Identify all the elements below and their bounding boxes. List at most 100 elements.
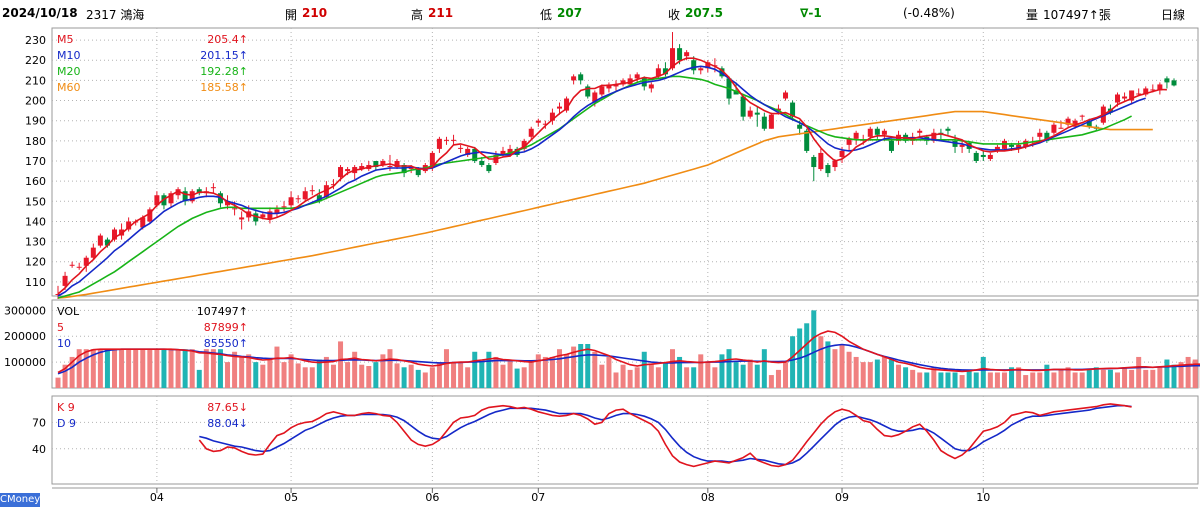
month-label: 06 <box>425 491 439 504</box>
legend-label: M10 <box>57 49 81 62</box>
volume-bar <box>783 362 789 388</box>
volume-bar <box>274 346 280 388</box>
volume-bar <box>825 341 831 388</box>
volume-bar <box>542 356 548 388</box>
candle-body <box>76 266 82 268</box>
volume-bar <box>641 351 647 388</box>
candle-body <box>415 169 421 176</box>
volume-bar <box>571 346 577 388</box>
volume-bar <box>1051 372 1057 388</box>
candle-body <box>783 92 789 99</box>
candle-body <box>818 152 824 170</box>
volume-bar <box>387 349 393 388</box>
volume-bar <box>1129 369 1135 388</box>
candle-body <box>225 201 231 206</box>
volume-bar <box>203 349 209 388</box>
volume-bar <box>910 369 916 388</box>
candle-body <box>599 86 605 95</box>
candle-body <box>592 92 598 103</box>
candle-body <box>1044 132 1050 141</box>
candle-body <box>832 160 838 168</box>
volume-bar <box>528 362 534 388</box>
candle-body <box>549 112 555 121</box>
volume-bar <box>980 356 986 388</box>
month-label: 07 <box>531 491 545 504</box>
volume-bar <box>556 349 562 388</box>
candle-body <box>451 139 457 141</box>
volume-bar <box>232 351 238 388</box>
candle-body <box>267 211 273 220</box>
candle-body <box>330 184 336 186</box>
volume-bar <box>994 372 1000 388</box>
price-tick-label: 150 <box>25 195 46 208</box>
volume-bar <box>1030 372 1036 388</box>
legend-value: 185.58↑ <box>200 81 248 94</box>
volume-bar <box>655 367 661 388</box>
volume-bar <box>853 356 859 388</box>
volume-bar <box>1001 372 1007 388</box>
volume-bar <box>846 351 852 388</box>
stock-name: 2317 鴻海 <box>86 8 145 22</box>
candle-body <box>528 128 534 137</box>
volume-bar <box>924 372 930 388</box>
volume-bar <box>1122 367 1128 388</box>
volume-bar <box>1171 364 1177 388</box>
candle-body <box>1079 115 1085 117</box>
close-label: 收 <box>668 8 681 22</box>
candle-body <box>648 84 654 89</box>
volume-bar <box>881 356 887 388</box>
volume-bar <box>429 367 435 388</box>
candle-body <box>239 217 245 220</box>
legend-value: 201.15↑ <box>200 49 248 62</box>
candle-body <box>288 197 294 206</box>
volume-bar <box>740 364 746 388</box>
volume-bar <box>210 349 216 388</box>
candle-body <box>1150 89 1156 91</box>
price-tick-label: 130 <box>25 236 46 249</box>
candle-body <box>1114 94 1120 103</box>
volume-bar <box>97 349 103 388</box>
legend-label: D 9 <box>57 417 76 430</box>
candle-body <box>465 148 471 155</box>
volume-bar <box>1086 369 1092 388</box>
volume-bar <box>330 364 336 388</box>
candle-body <box>825 165 831 174</box>
volume-bar <box>627 369 633 388</box>
volume-bar <box>451 362 457 388</box>
volume-bar <box>691 367 697 388</box>
volume-bar <box>987 372 993 388</box>
volume-bar <box>126 349 132 388</box>
candle-body <box>670 48 676 69</box>
candle-body <box>719 68 725 77</box>
volume-bar <box>931 367 937 388</box>
volume-bar <box>677 356 683 388</box>
candle-body <box>1009 144 1015 147</box>
volume-bar <box>316 359 322 388</box>
candle-body <box>373 160 379 168</box>
volume-bar <box>705 362 711 388</box>
volume-bar <box>119 349 125 388</box>
candle-body <box>1129 90 1135 101</box>
candle-body <box>295 198 301 200</box>
volume-bar <box>55 377 61 388</box>
volume-bar <box>1107 369 1113 388</box>
price-tick-label: 200 <box>25 95 46 108</box>
candle-body <box>1058 127 1064 129</box>
volume-bar <box>874 359 880 388</box>
candle-body <box>980 154 986 157</box>
volume-bar <box>1185 356 1191 388</box>
volume-bar <box>620 364 626 388</box>
volume-bar <box>1065 367 1071 388</box>
candle-body <box>1001 140 1007 149</box>
volume-bar <box>295 363 301 388</box>
candle-body <box>472 148 478 161</box>
candle-body <box>571 76 577 81</box>
legend-value: 107497↑ <box>197 305 248 318</box>
candle-body <box>154 195 160 206</box>
candle-body <box>514 148 520 155</box>
volume-bar <box>90 349 96 388</box>
quote-header: 2024/10/18 2317 鴻海 開 210 高 211 低 207 收 2… <box>0 0 1200 26</box>
volume-bar <box>860 362 866 388</box>
candle-body <box>627 78 633 85</box>
legend-label: 5 <box>57 321 64 334</box>
